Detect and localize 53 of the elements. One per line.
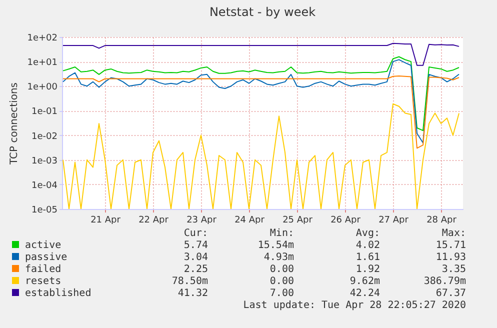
y-tick-label: 1e-03 [32, 156, 58, 166]
legend-label: passive [24, 252, 68, 264]
line-series [62, 103, 460, 209]
text: 4.93m [262, 252, 294, 264]
text: 4.02 [354, 240, 380, 252]
text: Min: [268, 228, 294, 240]
y-tick-label: 1e-02 [32, 132, 58, 142]
legend-label: active [24, 240, 62, 252]
y-axis-title: TCP connections [9, 82, 20, 166]
line-series [62, 75, 460, 149]
text: 7.00 [268, 288, 294, 300]
y-tick-label: 1e+01 [27, 58, 58, 68]
text: 41.32 [176, 288, 208, 300]
text: Avg: [354, 228, 380, 240]
legend-label: failed [24, 264, 62, 276]
text: 15.54m [256, 240, 294, 252]
y-tick-label: 1e-04 [32, 180, 58, 191]
x-tick-label: 21 Apr [90, 216, 121, 226]
chart-title: Netstat - by week [209, 5, 316, 19]
x-tick-label: 26 Apr [330, 216, 361, 226]
x-tick-label: 28 Apr [426, 216, 457, 226]
text: 3.04 [182, 252, 208, 264]
text: Max: [440, 228, 466, 240]
text: 67.37 [434, 288, 466, 300]
text: 5.74 [182, 240, 208, 252]
x-tick-label: 27 Apr [378, 216, 409, 226]
text: Last update: Tue Apr 28 22:05:27 2020 [242, 300, 466, 312]
text: 1.92 [354, 264, 380, 276]
x-tick-label: 23 Apr [186, 216, 217, 226]
y-tick-label: 1e-01 [32, 107, 58, 118]
text: 0.00 [268, 264, 294, 276]
legend-label: resets [24, 276, 62, 288]
text: 78.50m [170, 276, 208, 288]
text: 42.24 [348, 288, 380, 300]
text: Cur: [182, 228, 208, 240]
text: 2.25 [182, 264, 208, 276]
legend-label: established [24, 288, 92, 300]
text: 0.00 [268, 276, 294, 288]
text: 11.93 [434, 252, 466, 264]
text: 15.71 [434, 240, 466, 252]
y-tick-label: 1e+02 [27, 34, 58, 44]
y-tick-label: 1e-05 [32, 206, 58, 216]
x-tick-label: 22 Apr [138, 216, 169, 226]
x-tick-label: 24 Apr [234, 216, 265, 226]
text: 9.62m [348, 276, 380, 288]
text: 3.35 [440, 264, 466, 276]
line-series [62, 56, 460, 132]
y-tick-label: 1e+00 [27, 82, 58, 93]
text: 386.79m [422, 276, 466, 288]
line-series [62, 42, 460, 66]
line-series [62, 59, 460, 144]
text: 1.61 [354, 252, 380, 264]
x-tick-label: 25 Apr [282, 216, 313, 226]
